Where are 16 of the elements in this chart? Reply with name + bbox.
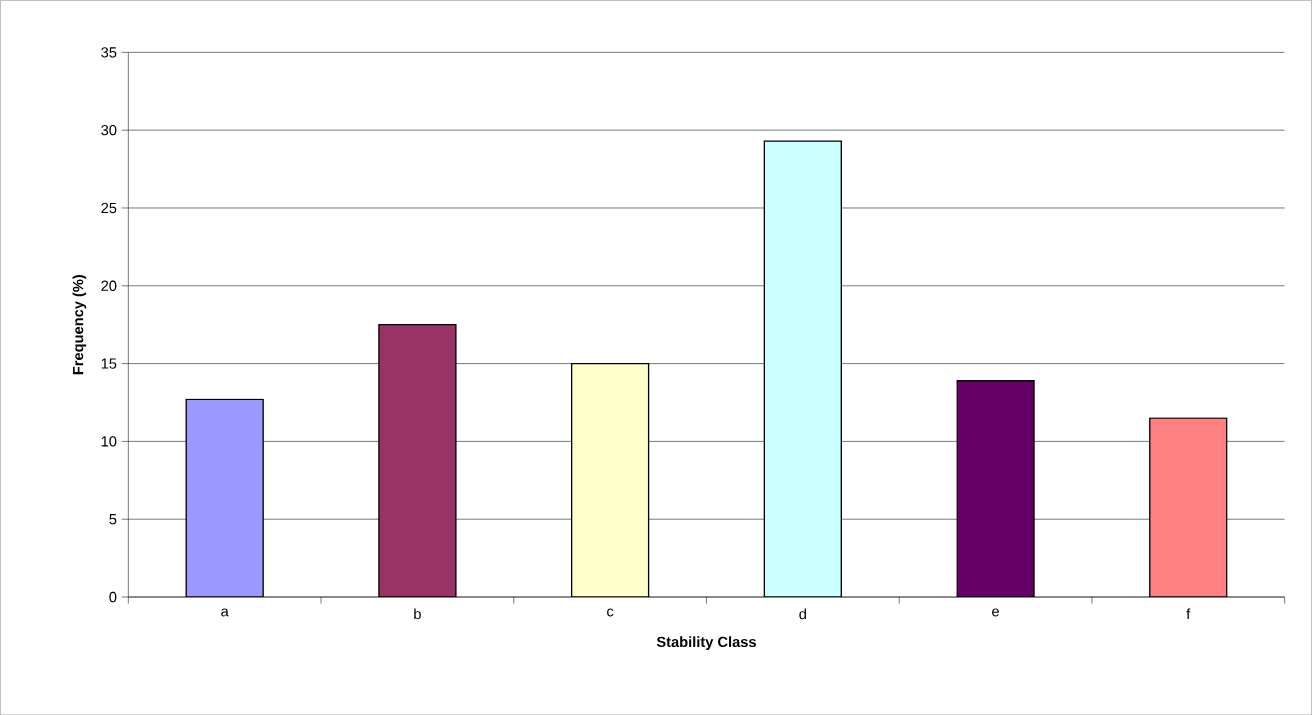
y-tick-label: 35 — [101, 47, 117, 58]
y-tick-label: 0 — [109, 591, 117, 603]
y-axis-title: Frequency (%) — [72, 274, 87, 375]
x-tick-label: d — [799, 608, 806, 619]
y-tick-label: 10 — [101, 436, 117, 447]
y-tick-label: 20 — [101, 280, 117, 291]
x-tick-label: b — [414, 608, 421, 619]
x-tick-label: a — [221, 608, 229, 617]
y-tick-label: 30 — [101, 124, 117, 136]
y-tick-label: 5 — [109, 513, 117, 525]
y-tick-label: 15 — [101, 358, 117, 369]
x-axis-title: Stability Class — [656, 636, 756, 650]
y-tick-label: 25 — [101, 202, 117, 213]
x-tick-label: c — [607, 608, 614, 617]
x-tick-label: e — [992, 608, 999, 617]
x-tick-label: f — [1186, 608, 1191, 619]
